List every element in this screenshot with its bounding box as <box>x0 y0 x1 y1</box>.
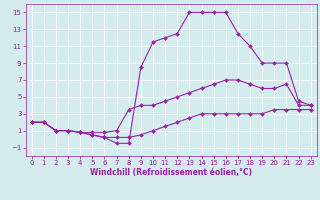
X-axis label: Windchill (Refroidissement éolien,°C): Windchill (Refroidissement éolien,°C) <box>90 168 252 177</box>
